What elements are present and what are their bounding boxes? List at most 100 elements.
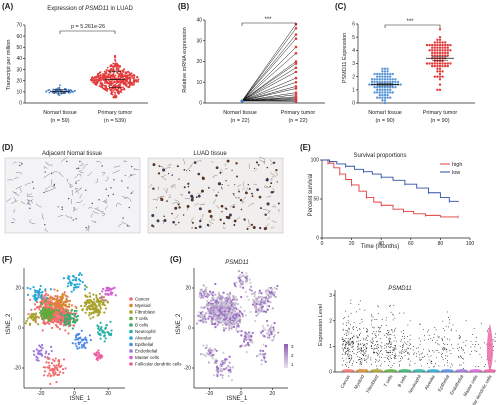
panel-g-cell-point [266, 300, 270, 303]
panel-f-cell-point [44, 288, 47, 291]
violin-point [393, 350, 395, 352]
violin-point [362, 349, 364, 351]
normal-tissue-nucleus [77, 167, 80, 169]
violin-point [394, 354, 395, 356]
panel-e-x-tick-label: 40 [378, 241, 384, 247]
violin-point [356, 335, 358, 337]
violin-point [389, 352, 391, 354]
panel-g-cell-point [227, 294, 231, 297]
violin-point [436, 357, 437, 359]
violin-point [373, 345, 375, 347]
violin-point [344, 353, 346, 355]
panel-g-cell-point [221, 374, 224, 377]
luad-tissue-stained-cell [220, 204, 224, 208]
violin-point [460, 336, 461, 338]
panel-f-cell-point [48, 303, 52, 307]
violin-point [389, 361, 390, 363]
panel-f-cell-point [104, 292, 107, 295]
violin-point [357, 336, 359, 338]
normal-tissue-fiber [69, 183, 73, 188]
normal-tissue-fiber [74, 174, 79, 179]
panel-a-point [115, 67, 118, 69]
panel-f-cell-point [34, 321, 38, 324]
panel-c-point [386, 91, 389, 94]
panel-a-point [125, 77, 127, 79]
panel-f-cell-point [60, 317, 63, 320]
panel-c-point [441, 51, 444, 55]
violin-point [377, 360, 379, 362]
violin-point [355, 311, 357, 313]
violin-point [347, 340, 349, 342]
panel-b-tumor-point [294, 37, 298, 40]
panel-a-point [131, 83, 134, 86]
panel-f-cell-point [103, 340, 106, 343]
panel-a-point [114, 96, 116, 99]
violin-point [347, 349, 349, 351]
panel-a-point [111, 82, 114, 85]
panel-f-cell-point [38, 288, 41, 291]
panel-f-cell-point [38, 306, 41, 309]
luad-tissue-stained-cell [233, 194, 235, 196]
violin-point [347, 341, 349, 343]
violin-point [365, 339, 367, 341]
panel-f-cell-point [43, 316, 46, 320]
violin-point [371, 339, 373, 341]
panel-a-point [117, 68, 120, 71]
violin-point [345, 310, 347, 312]
luad-tissue-stained-cell [199, 219, 202, 223]
panel-a-point [115, 69, 118, 71]
panel-g-cell-point [266, 308, 269, 312]
panel-f-cell-point [35, 355, 38, 358]
panel-c-point [436, 64, 439, 68]
panel-c-point [378, 96, 381, 99]
panel-f-cell-point [95, 305, 98, 308]
panel-c-point [438, 38, 442, 41]
violin-point [381, 363, 383, 365]
panel-g-cell-point [207, 301, 210, 304]
violin-point [346, 329, 348, 331]
panel-c-point [449, 62, 452, 65]
violin-point [358, 344, 360, 346]
violin-point [433, 365, 435, 367]
normal-tissue-nucleus [122, 217, 124, 219]
panel-g-cell-point [207, 317, 210, 320]
violin-point [356, 337, 358, 339]
panel-c-group2-n: (n = 90) [430, 118, 449, 124]
panel-b-tumor-point [294, 66, 298, 70]
panel-g-cell-point [220, 312, 223, 315]
panel-a-point [114, 83, 117, 86]
normal-tissue-fiber [91, 220, 97, 223]
panel-f-legend-label: T cells [135, 316, 149, 321]
violin-point [414, 362, 416, 364]
violin-point [400, 340, 402, 342]
panel-g-colorbar-label: 2 [291, 353, 294, 358]
panel-g: (G) PSMD11 tSNE_2 tSNE_1 PSMD11 Expressi… [170, 255, 412, 402]
violin-point [359, 300, 361, 302]
panel-f-cell-point [103, 311, 106, 314]
violin-point [373, 351, 375, 353]
panel-b-pair-line [241, 34, 297, 102]
violin-point [386, 336, 388, 338]
violin-point [395, 354, 397, 356]
panel-a-point [67, 91, 70, 94]
violin-point [465, 344, 466, 346]
panel-c-point [449, 49, 452, 52]
violin-point [361, 362, 363, 364]
luad-tissue-fiber [270, 172, 277, 177]
violin-point [393, 345, 395, 347]
violin-point [428, 350, 430, 352]
violin-point [392, 331, 394, 333]
violin-point [346, 350, 348, 352]
panel-c-point [381, 86, 384, 89]
panel-a-point [114, 93, 117, 96]
normal-tissue-nucleus [85, 227, 87, 229]
panel-c-point [368, 83, 371, 86]
panel-g-cell-point [232, 296, 235, 299]
panel-f-legend-swatch [129, 310, 133, 314]
violin-point [402, 343, 404, 345]
panel-f-legend-swatch [129, 336, 133, 340]
panel-f-cell-point [59, 312, 62, 315]
panel-f-cell-point [113, 286, 116, 289]
panel-f-cell-point [63, 321, 66, 324]
violin-point [357, 329, 358, 331]
